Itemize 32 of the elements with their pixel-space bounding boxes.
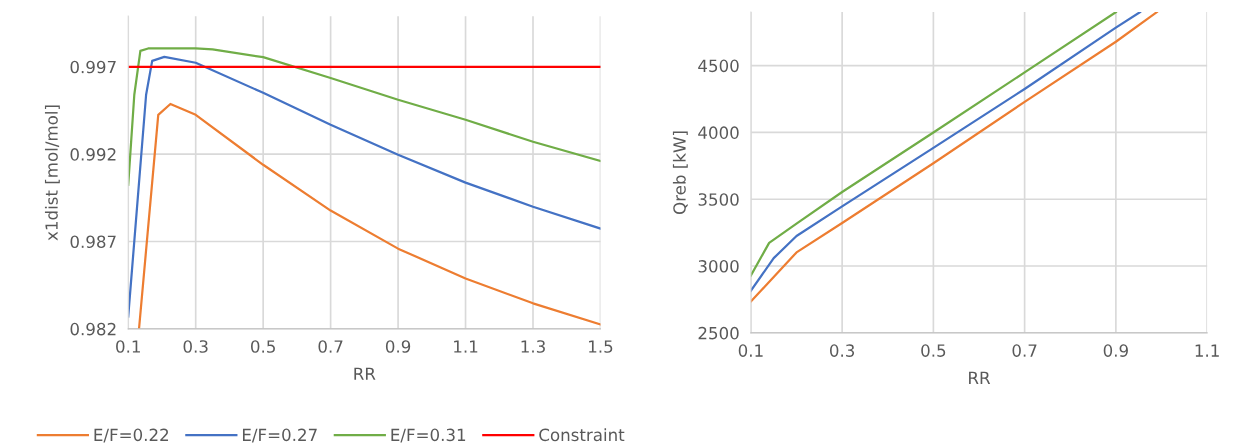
x-tick-label: 0.1 <box>738 344 763 357</box>
x-tick-label: 0.7 <box>1012 344 1037 357</box>
x-tick-label: 0.3 <box>829 344 855 357</box>
x-tick-label: 1.5 <box>589 340 613 353</box>
legend-label: E/F=0.22 <box>94 428 169 443</box>
y-tick-label: 0.997 <box>70 60 116 74</box>
x-tick-label: 0.1 <box>116 340 140 353</box>
x-tick-label: 1.1 <box>454 340 478 353</box>
legend-label: E/F=0.31 <box>391 428 466 443</box>
y-tick-label: 2500 <box>698 326 739 340</box>
x-tick-label: 0.7 <box>318 340 343 353</box>
y-tick-label: 0.987 <box>70 235 116 249</box>
y-tick-label: 4000 <box>698 126 739 139</box>
x-tick-label: 1.3 <box>521 340 545 353</box>
x-tick-label: 0.9 <box>385 340 411 353</box>
y-tick-label: 0.992 <box>70 148 116 161</box>
line-series <box>137 102 601 329</box>
y-axis-title: x1dist [mol/mol] <box>44 105 60 241</box>
y-tick-label: 0.982 <box>70 322 116 336</box>
x-tick-label: 0.3 <box>183 340 208 353</box>
legend-label: E/F=0.27 <box>242 428 317 443</box>
y-tick-label: 4500 <box>698 59 739 73</box>
x-tick-label: 0.5 <box>921 344 946 357</box>
y-tick-label: 3000 <box>698 260 739 273</box>
y-axis-title: Qreb [kW] <box>672 131 688 214</box>
x-tick-label: 1.1 <box>1195 344 1219 357</box>
x-tick-label: 0.5 <box>251 340 275 353</box>
x-tick-label: 0.9 <box>1103 344 1128 357</box>
x-axis-title: RR <box>354 367 376 380</box>
y-tick-label: 3500 <box>698 193 739 206</box>
x-axis-title: RR <box>969 371 991 384</box>
legend-label: Constraint <box>539 428 625 442</box>
